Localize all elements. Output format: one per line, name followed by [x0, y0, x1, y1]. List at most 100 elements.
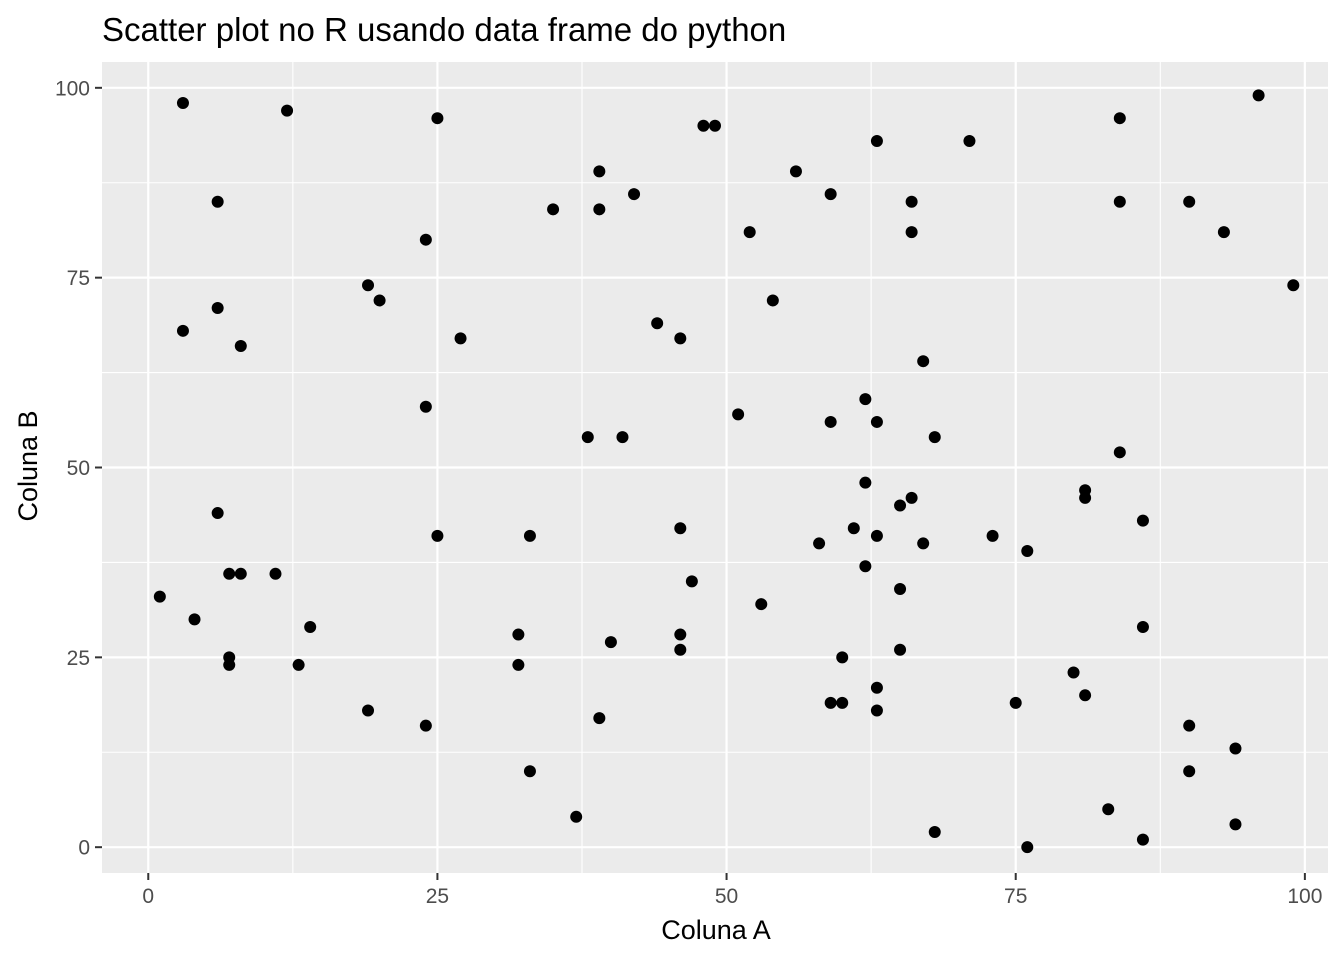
data-point [1113, 446, 1126, 459]
data-point [743, 226, 756, 239]
chart-title: Scatter plot no R usando data frame do p… [102, 11, 786, 48]
data-point [1252, 89, 1265, 102]
data-point [1136, 620, 1149, 633]
x-tick-label: 100 [1287, 885, 1322, 908]
y-tick-label: 0 [78, 837, 90, 860]
data-point [1113, 112, 1126, 125]
data-point [651, 317, 664, 330]
data-point [176, 324, 189, 337]
data-point [223, 567, 236, 580]
data-point [709, 119, 721, 132]
data-point [905, 195, 918, 208]
data-point [859, 560, 872, 573]
data-point [593, 165, 606, 178]
data-point [616, 431, 629, 444]
data-point [824, 696, 837, 709]
data-point [1136, 833, 1149, 846]
data-point [836, 651, 849, 664]
data-point [870, 415, 883, 428]
data-point [836, 696, 849, 709]
data-point [211, 302, 224, 315]
x-tick-label: 25 [426, 885, 449, 908]
data-point [870, 529, 883, 542]
data-point [1102, 803, 1115, 816]
data-point [419, 233, 432, 246]
data-point [1287, 279, 1300, 292]
data-point [928, 825, 941, 838]
data-point [917, 355, 930, 368]
data-point [211, 195, 224, 208]
data-point [674, 522, 687, 535]
data-point [362, 279, 375, 292]
data-point [234, 340, 247, 353]
x-axis: 0 25 50 75 100 [142, 873, 1322, 908]
data-point [870, 134, 883, 147]
data-point [766, 294, 779, 307]
data-point [1136, 514, 1149, 527]
data-point [894, 582, 907, 595]
y-tick-label: 75 [67, 267, 90, 290]
data-point [419, 719, 432, 732]
data-point [523, 765, 536, 778]
x-tick-label: 75 [1004, 885, 1027, 908]
data-point [153, 590, 166, 603]
data-point [512, 628, 525, 641]
data-point [523, 529, 536, 542]
data-point [813, 537, 826, 550]
data-points [153, 89, 1300, 854]
data-point [1009, 696, 1022, 709]
data-point [963, 134, 976, 147]
y-tick-label: 100 [55, 77, 90, 100]
data-point [593, 712, 606, 725]
data-point [362, 704, 375, 717]
data-point [1021, 841, 1034, 854]
data-point [512, 658, 525, 671]
x-axis-title: Coluna A [661, 915, 771, 945]
data-point [732, 408, 745, 421]
data-point [419, 400, 432, 413]
data-point [894, 499, 907, 512]
data-point [269, 567, 282, 580]
data-point [570, 810, 583, 823]
data-point [454, 332, 467, 345]
y-axis-title: Coluna B [13, 410, 43, 521]
x-tick-label: 50 [715, 885, 738, 908]
major-gridlines [102, 62, 1328, 873]
data-point [894, 643, 907, 656]
data-point [292, 658, 305, 671]
data-point [547, 203, 560, 216]
y-tick-label: 50 [67, 457, 90, 480]
data-point [789, 165, 802, 178]
data-point [917, 537, 930, 550]
data-point [1079, 491, 1092, 504]
data-point [870, 681, 883, 694]
data-point [674, 332, 687, 345]
data-point [859, 393, 872, 406]
data-point [824, 415, 837, 428]
data-point [847, 522, 860, 535]
data-point [674, 628, 687, 641]
data-point [281, 104, 294, 117]
data-point [870, 704, 883, 717]
data-point [674, 643, 687, 656]
data-point [593, 203, 606, 216]
data-point [1229, 742, 1242, 755]
data-point [211, 507, 224, 520]
y-axis: 0 25 50 75 100 [55, 77, 102, 860]
y-tick-label: 25 [67, 647, 90, 670]
data-point [176, 97, 189, 110]
data-point [604, 636, 617, 649]
data-point [697, 119, 710, 132]
data-point [431, 529, 444, 542]
data-point [986, 529, 999, 542]
data-point [1183, 765, 1196, 778]
data-point [1021, 545, 1034, 558]
data-point [373, 294, 386, 307]
data-point [223, 658, 236, 671]
data-point [905, 226, 918, 239]
data-point [1229, 818, 1242, 831]
data-point [628, 188, 641, 201]
data-point [188, 613, 201, 626]
data-point [755, 598, 768, 611]
